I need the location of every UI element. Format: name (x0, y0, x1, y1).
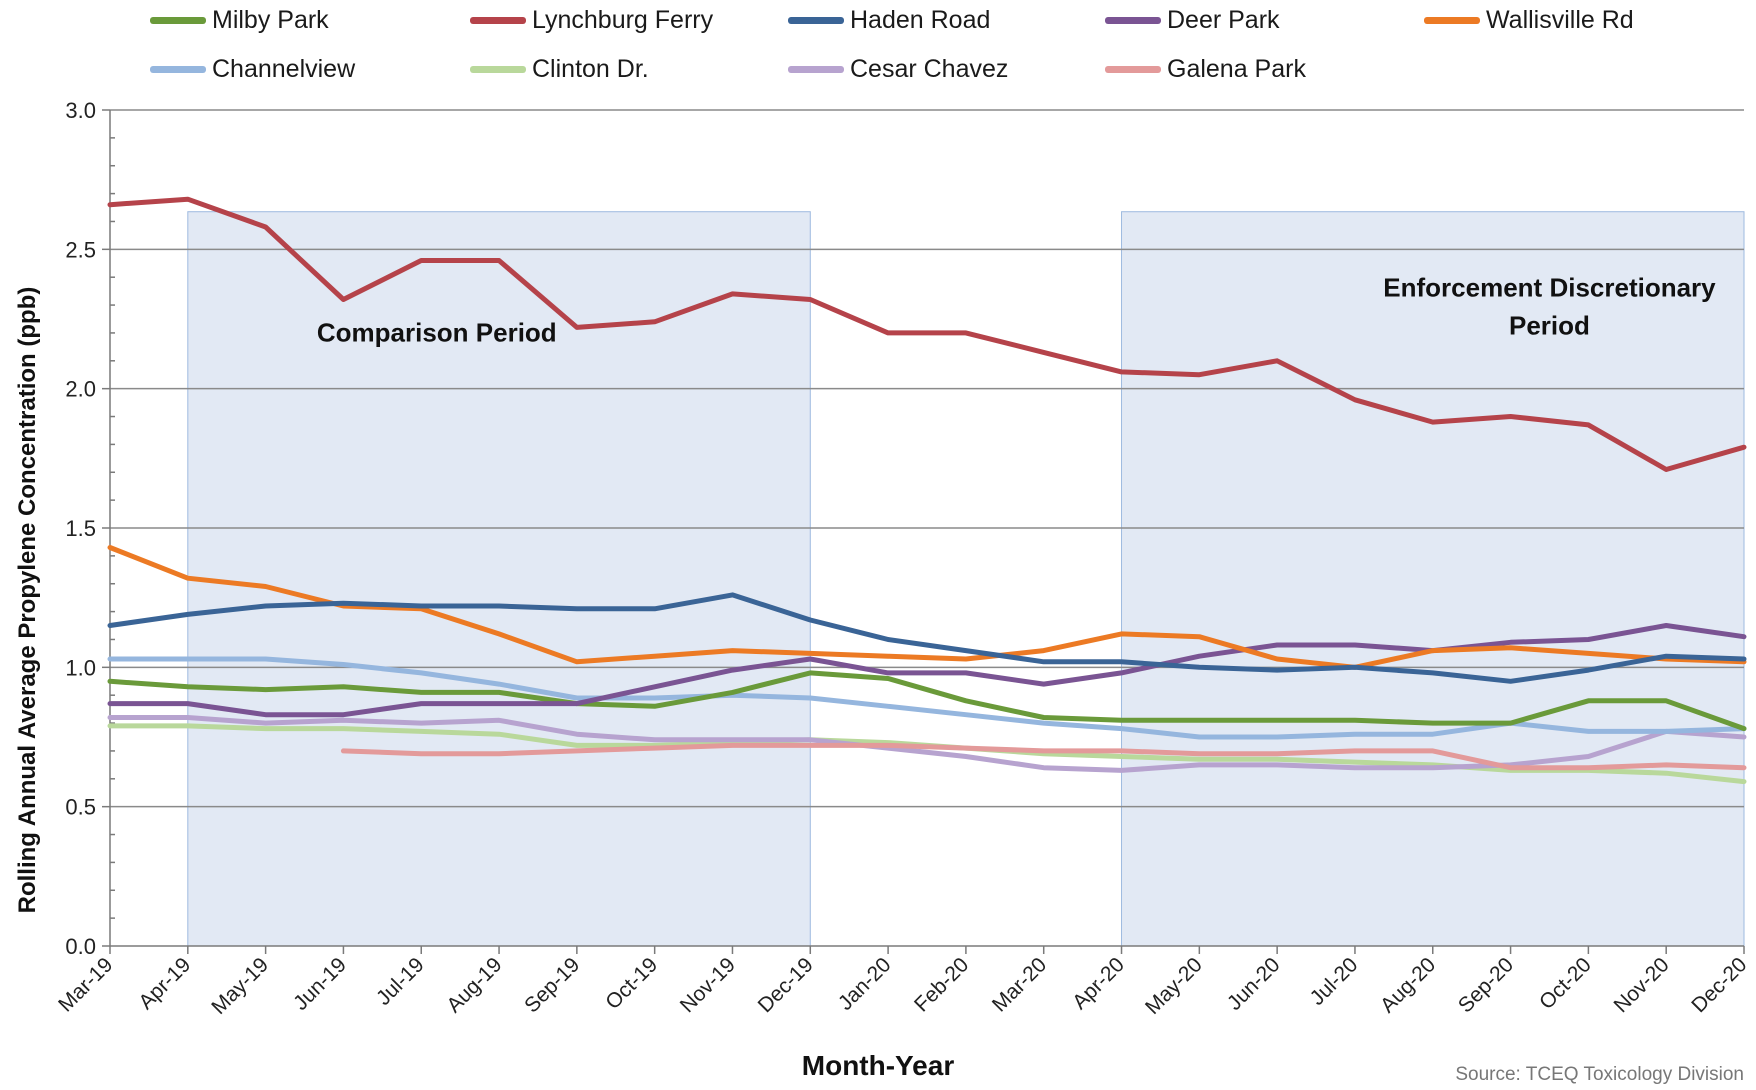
x-tick-label: Nov-20 (1610, 953, 1674, 1017)
series-line-milby-park (107, 670, 1747, 732)
series-line-cesar-chavez (107, 715, 1747, 773)
legend-swatch (1105, 65, 1161, 73)
y-tick-label: 1.5 (65, 516, 96, 541)
legend-label: Channelview (212, 54, 356, 83)
legend-item: Channelview (150, 49, 355, 89)
x-tick-label: Jun-20 (1223, 953, 1285, 1015)
series-line-wallisville-rd (107, 545, 1747, 670)
y-tick-label: 2.0 (65, 377, 96, 402)
legend-swatch (788, 65, 844, 73)
y-tick-label: 3.0 (65, 98, 96, 123)
x-tick-label: May-19 (207, 953, 273, 1019)
legend-label: Lynchburg Ferry (532, 5, 714, 34)
legend-label: Cesar Chavez (850, 54, 1009, 83)
legend: Milby Park Lynchburg Ferry Haden Road Deer … (0, 0, 1756, 96)
annotation-comparison-period: Comparison Period (317, 317, 557, 347)
x-tick-label: Oct-19 (601, 953, 662, 1014)
legend-item: Wallisville Rd (1424, 0, 1634, 40)
y-tick-label: 0.0 (65, 934, 96, 959)
x-tick-label: Aug-20 (1376, 953, 1440, 1017)
shaded-period-2 (1121, 211, 1745, 947)
x-tick-label: Sep-19 (520, 953, 584, 1017)
shaded-periods (187, 211, 1745, 947)
x-tick-label: Jul-19 (372, 953, 429, 1010)
series-line-haden-road (107, 592, 1747, 684)
period-annotations: Comparison Period Enforcement Discretiona… (317, 273, 1716, 348)
x-tick-label: Apr-20 (1068, 953, 1129, 1014)
series-lines (107, 196, 1747, 785)
x-tick-label: Dec-19 (754, 953, 818, 1017)
legend-swatch (150, 16, 206, 24)
x-tick-labels: Mar-19 Apr-19 May-19 Jun-19 Jul-19 Aug-19 Sep-… (54, 953, 1751, 1019)
legend-item: Milby Park (150, 0, 329, 40)
x-tick-label: Dec-20 (1687, 953, 1751, 1017)
legend-swatch (470, 16, 526, 24)
annotation-enforcement-line2: Period (1509, 310, 1590, 340)
x-tick-label: Jun-19 (289, 953, 351, 1015)
legend-swatch (470, 65, 526, 73)
x-tick-label: Oct-20 (1535, 953, 1596, 1014)
x-tick-label: Apr-19 (134, 953, 195, 1014)
axes (102, 109, 1745, 954)
y-tick-label: 2.5 (65, 237, 96, 262)
x-tick-label: Mar-20 (988, 953, 1051, 1016)
x-tick-label: May-20 (1141, 953, 1207, 1019)
legend-swatch (150, 65, 206, 73)
y-tick-label: 1.0 (65, 655, 96, 680)
x-tick-label: Sep-20 (1454, 953, 1518, 1017)
legend-label: Clinton Dr. (532, 54, 649, 83)
legend-label: Haden Road (850, 5, 991, 34)
legend-swatch (1105, 16, 1161, 24)
legend-item: Haden Road (788, 0, 990, 40)
legend-label: Galena Park (1167, 54, 1306, 83)
series-line-deer-park (107, 623, 1747, 718)
series-line-galena-park (340, 742, 1747, 771)
x-tick-label: Aug-19 (442, 953, 506, 1017)
legend-item: Galena Park (1105, 49, 1306, 89)
y-tick-label: 0.5 (65, 795, 96, 820)
legend-swatch (1424, 16, 1480, 24)
legend-label: Deer Park (1167, 5, 1280, 34)
x-tick-label: Feb-20 (910, 953, 973, 1016)
y-tick-labels: 0.0 0.5 1.0 1.5 2.0 2.5 3.0 (65, 98, 96, 959)
x-tick-label: Jul-20 (1306, 953, 1363, 1010)
legend-item: Clinton Dr. (470, 49, 649, 89)
annotation-enforcement-line1: Enforcement Discretionary (1383, 273, 1716, 303)
source-note: Source: TCEQ Toxicology Division (1455, 1064, 1744, 1085)
x-tick-label: Nov-19 (676, 953, 740, 1017)
shaded-period-1 (187, 211, 811, 947)
legend-label: Wallisville Rd (1486, 5, 1634, 34)
x-axis-title: Month-Year (801, 1050, 955, 1081)
legend-label: Milby Park (212, 5, 329, 34)
legend-swatch (788, 16, 844, 24)
legend-item: Lynchburg Ferry (470, 0, 713, 40)
series-line-lynchburg-ferry (107, 196, 1747, 472)
legend-item: Deer Park (1105, 0, 1280, 40)
series-line-channelview (107, 656, 1747, 740)
legend-item: Cesar Chavez (788, 49, 1008, 89)
x-tick-label: Jan-20 (834, 953, 896, 1015)
y-axis-title: Rolling Annual Average Propylene Concent… (14, 286, 41, 914)
x-tick-label: Mar-19 (54, 953, 117, 1016)
